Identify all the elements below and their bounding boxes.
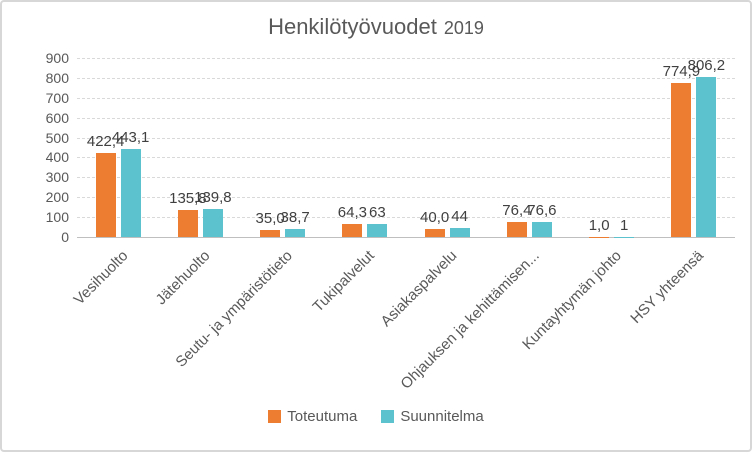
y-axis-tick-label: 600 bbox=[45, 109, 69, 126]
legend-label-toteutuma: Toteutuma bbox=[287, 408, 358, 425]
value-label-suunnitelma: 1 bbox=[619, 216, 629, 234]
value-label-suunnitelma: 63 bbox=[369, 204, 386, 222]
category-label: Jätehuolto bbox=[152, 247, 214, 309]
chart-title: Henkilötyövuodet 2019 bbox=[2, 14, 750, 40]
gridline bbox=[77, 197, 735, 199]
chart-title-year: 2019 bbox=[443, 18, 484, 38]
legend-item-toteutuma: Toteutuma bbox=[268, 408, 357, 425]
legend-swatch-suunnitelma-icon bbox=[381, 410, 395, 423]
y-axis-tick-label: 300 bbox=[45, 169, 69, 186]
value-label-toteutuma: 40,0 bbox=[420, 209, 450, 227]
y-axis-tick-label: 200 bbox=[45, 189, 69, 206]
bar-toteutuma bbox=[260, 230, 281, 237]
legend-swatch-toteutuma-icon bbox=[268, 410, 282, 423]
value-label-suunnitelma: 38,7 bbox=[280, 209, 310, 227]
gridline bbox=[77, 117, 735, 119]
x-axis-line bbox=[77, 237, 735, 238]
value-label-toteutuma: 64,3 bbox=[337, 204, 367, 222]
bar-suunnitelma bbox=[367, 224, 388, 237]
category-label: Asiakaspalvelu bbox=[377, 247, 461, 331]
bar-suunnitelma bbox=[531, 221, 552, 237]
value-label-suunnitelma: 44 bbox=[451, 208, 468, 226]
value-label-toteutuma: 35,0 bbox=[255, 210, 285, 228]
bar-suunnitelma bbox=[614, 236, 635, 237]
chart-title-text: Henkilötyövuodet bbox=[268, 14, 437, 39]
gridline bbox=[77, 77, 735, 79]
bar-toteutuma bbox=[424, 229, 445, 237]
bar-suunnitelma bbox=[449, 228, 470, 237]
category-label: HSY yhteensä bbox=[627, 247, 708, 327]
gridline bbox=[77, 97, 735, 99]
gridline bbox=[77, 58, 735, 59]
y-axis-tick-label: 100 bbox=[45, 209, 69, 226]
value-label-suunnitelma: 806,2 bbox=[687, 56, 726, 74]
y-axis-tick-label: 800 bbox=[45, 69, 69, 86]
category-label: Ohjauksen ja kehittämisen... bbox=[397, 247, 543, 393]
value-label-toteutuma: 135,8 bbox=[169, 189, 207, 207]
y-axis-tick-label: 0 bbox=[61, 229, 69, 245]
bar-toteutuma bbox=[506, 221, 527, 237]
legend-label-suunnitelma: Suunnitelma bbox=[400, 408, 484, 425]
y-axis-tick-label: 900 bbox=[45, 50, 69, 66]
bar-suunnitelma bbox=[202, 209, 223, 237]
y-axis-tick-label: 400 bbox=[45, 149, 69, 166]
bar-suunnitelma bbox=[120, 148, 141, 237]
gridline bbox=[77, 177, 735, 179]
gridline bbox=[77, 157, 735, 159]
category-label: Vesihuolto bbox=[70, 247, 132, 309]
bar-suunnitelma bbox=[696, 76, 717, 237]
bar-toteutuma bbox=[342, 224, 363, 237]
y-axis-tick-label: 500 bbox=[45, 129, 69, 146]
y-axis-tick-label: 700 bbox=[45, 89, 69, 106]
value-label-suunnitelma: 443,1 bbox=[111, 128, 150, 146]
bar-toteutuma bbox=[589, 236, 610, 237]
legend-item-suunnitelma: Suunnitelma bbox=[381, 408, 484, 425]
value-label-suunnitelma: 139,8 bbox=[194, 189, 232, 207]
value-label-toteutuma: 774,9 bbox=[662, 62, 701, 80]
value-label-toteutuma: 76,4 bbox=[502, 201, 532, 219]
value-label-toteutuma: 422,4 bbox=[86, 132, 125, 150]
gridline bbox=[77, 217, 735, 219]
value-label-suunnitelma: 76,6 bbox=[527, 201, 557, 219]
bar-suunnitelma bbox=[285, 229, 306, 237]
value-label-toteutuma: 1,0 bbox=[588, 216, 610, 234]
bar-toteutuma bbox=[671, 82, 692, 237]
legend: Toteutuma Suunnitelma bbox=[2, 408, 750, 425]
gridline bbox=[77, 137, 735, 139]
bar-toteutuma bbox=[95, 152, 116, 237]
bar-toteutuma bbox=[177, 209, 198, 237]
category-label: Tukipalvelut bbox=[309, 247, 379, 316]
